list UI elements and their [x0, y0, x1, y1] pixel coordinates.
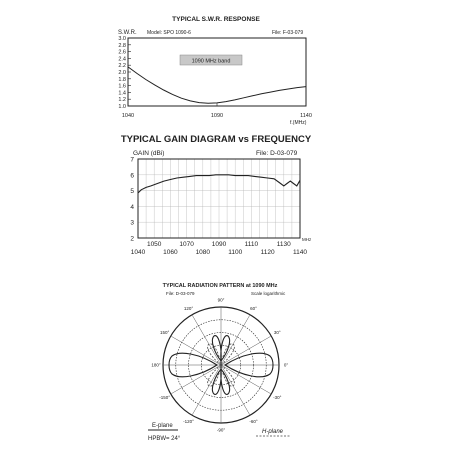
gain-y-tick-label: 2: [130, 236, 134, 243]
gain-y-tick-label: 6: [130, 172, 134, 179]
polar-angle-labels: 0° 30° 60° 90° 120° 150° 180° -150° -120° -90° -60…: [151, 298, 288, 433]
polar-angle-label: -150°: [159, 395, 170, 400]
swr-xlabel: f.(MHz): [290, 120, 307, 126]
h-plane-pattern: [207, 343, 235, 387]
polar-spoke: [220, 314, 251, 366]
swr-y-tick-label: 1.0: [118, 104, 126, 110]
swr-plot-frame: [127, 37, 307, 107]
swr-y-tick-label: 3.0: [118, 36, 126, 42]
polar-angle-label: 60°: [250, 306, 257, 311]
radiation-file: File: D-03-079: [166, 291, 195, 296]
gain-y-tick-label: 4: [130, 204, 134, 211]
swr-chart: TYPICAL S.W.R. RESPONSE S.W.R. Model: SP…: [118, 16, 312, 126]
gain-file: File: D-03-079: [256, 150, 298, 157]
gain-line: [137, 174, 301, 194]
swr-y-tick-label: 1.2: [118, 97, 126, 103]
polar-angle-label: 0°: [284, 363, 289, 368]
swr-model: Model: SPO 1090-6: [147, 30, 191, 36]
polar-angle-label: 90°: [218, 298, 225, 303]
polar-angle-label: -90°: [217, 428, 226, 433]
radiation-scale-note: Scale logarithmic: [251, 291, 286, 296]
gain-x-tick-label-bottom: 1100: [228, 249, 242, 256]
swr-y-tick-label: 1.8: [118, 77, 126, 83]
swr-y-tick-label: 2.4: [118, 56, 126, 62]
swr-ylabel: S.W.R.: [118, 30, 137, 36]
polar-spoke: [220, 364, 251, 416]
swr-series: [127, 66, 307, 104]
gain-y-tick-label: 7: [130, 157, 134, 164]
radiation-title: TYPICAL RADIATION PATTERN at 1090 MHz: [163, 283, 278, 289]
polar-spoke: [191, 364, 222, 416]
gain-x-tick-label-top: 1130: [277, 241, 291, 248]
gain-y-tick-label: 5: [130, 188, 134, 195]
gain-plot-frame: [137, 158, 301, 239]
polar-grid: [162, 306, 280, 424]
swr-x-tick-label: 1040: [122, 113, 134, 119]
swr-x-ticks: 1040 1090 1140: [122, 103, 312, 119]
legend-e-plane: E-plane: [152, 423, 173, 429]
gain-x-tick-label-top: 1050: [147, 241, 162, 248]
swr-x-tick-label: 1090: [211, 113, 223, 119]
polar-spoke: [191, 314, 222, 366]
gain-title: TYPICAL GAIN DIAGRAM vs FREQUENCY: [121, 134, 312, 145]
polar-angle-label: 150°: [160, 330, 170, 335]
legend-h-plane: H-plane: [262, 429, 284, 435]
polar-spoke: [220, 364, 272, 395]
hpbw-label: HPBW= 24°: [148, 436, 181, 442]
gain-x-tick-label-bottom: 1060: [163, 249, 178, 256]
band-label: 1090 MHz band: [192, 59, 231, 65]
gain-x-ticks: 1050 1070 1090 1110 1130 1040 1060 1080 1100 1120…: [131, 241, 308, 256]
polar-angle-label: 120°: [184, 306, 194, 311]
polar-angle-label: -60°: [249, 419, 258, 424]
swr-y-tick-label: 2.0: [118, 70, 126, 76]
polar-spoke: [170, 364, 222, 395]
gain-y-ticks: 2 3 4 5 6 7: [130, 157, 134, 243]
swr-file: File: F-03-079: [272, 30, 303, 36]
polar-spoke: [170, 335, 222, 366]
gain-grid: [138, 159, 300, 238]
swr-y-tick-label: 1.6: [118, 84, 126, 90]
gain-x-tick-label-top: 1110: [245, 241, 259, 248]
radiation-chart: TYPICAL RADIATION PATTERN at 1090 MHz Fi…: [148, 283, 290, 442]
gain-chart: TYPICAL GAIN DIAGRAM vs FREQUENCY GAIN (…: [121, 134, 312, 256]
polar-angle-label: -120°: [183, 419, 194, 424]
swr-y-tick-label: 2.2: [118, 63, 126, 69]
gain-ylabel: GAIN (dBi): [133, 150, 164, 157]
gain-x-tick-label-bottom: 1140: [293, 249, 307, 256]
gain-y-tick-label: 3: [130, 220, 134, 227]
gain-series: [137, 174, 301, 194]
band-label-box: [179, 54, 243, 66]
swr-y-tick-label: 2.8: [118, 43, 126, 49]
gain-x-tick-label-top: 1090: [212, 241, 227, 248]
polar-spoke: [220, 335, 272, 366]
swr-title: TYPICAL S.W.R. RESPONSE: [172, 16, 260, 23]
gain-x-tick-label-bottom: 1040: [131, 249, 146, 256]
swr-x-tick-label: 1140: [300, 113, 312, 119]
polar-angle-label: 180°: [151, 363, 161, 368]
gain-x-tick-label-bottom: 1120: [261, 249, 275, 256]
swr-line: [127, 66, 307, 104]
polar-angle-label: 30°: [274, 330, 281, 335]
swr-y-tick-label: 1.4: [118, 90, 126, 96]
swr-y-ticks: 1.01.21.41.61.82.02.22.42.62.83.0: [118, 36, 131, 110]
polar-angle-label: -30°: [273, 395, 282, 400]
gain-x-tick-label-bottom: 1080: [196, 249, 211, 256]
gain-x-tick-label-top: 1070: [179, 241, 194, 248]
swr-y-tick-label: 2.6: [118, 50, 126, 56]
e-plane-pattern: [168, 335, 274, 395]
gain-xunit: MHz: [302, 237, 312, 242]
